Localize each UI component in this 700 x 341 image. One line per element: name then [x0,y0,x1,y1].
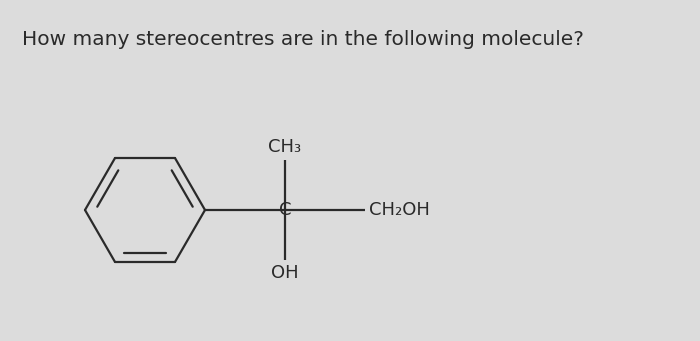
Text: CH₃: CH₃ [268,138,302,156]
Text: C: C [279,201,291,219]
Text: OH: OH [271,264,299,282]
Text: How many stereocentres are in the following molecule?: How many stereocentres are in the follow… [22,30,584,49]
Text: CH₂OH: CH₂OH [369,201,430,219]
